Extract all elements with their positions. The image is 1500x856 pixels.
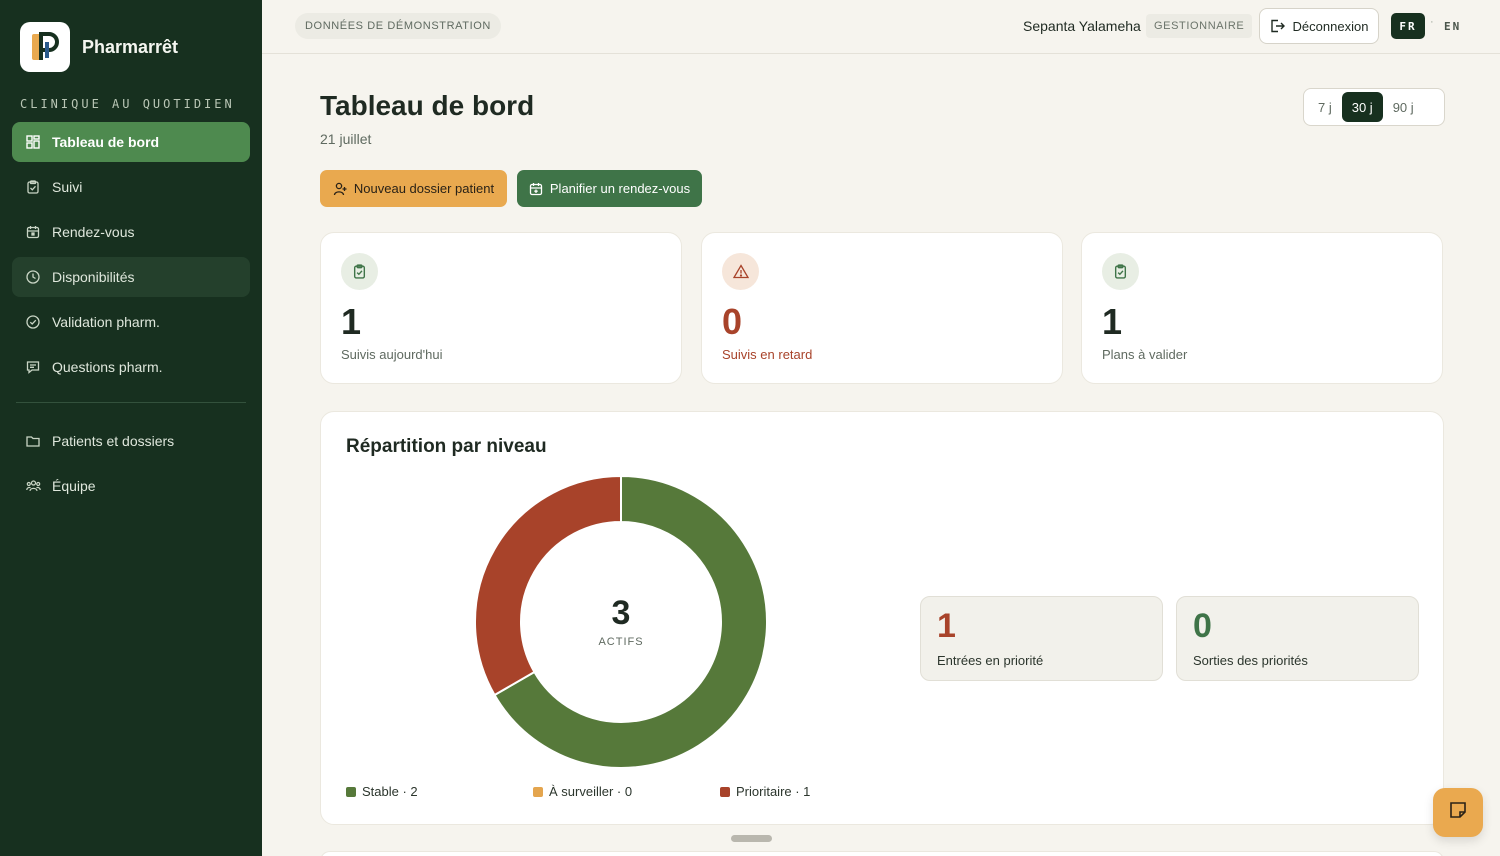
legend-label: Prioritaire · 1 — [736, 784, 811, 799]
sidebar-item-label: Rendez-vous — [52, 224, 135, 240]
donut-total: 3 — [611, 594, 631, 632]
logout-button[interactable]: Déconnexion — [1259, 8, 1379, 44]
logo-mark-icon — [32, 32, 59, 60]
next-panel-edge — [320, 851, 1444, 856]
sidebar-item-label: Patients et dossiers — [52, 433, 175, 449]
sidebar-section-label: CLINIQUE AU QUOTIDIEN — [20, 97, 235, 111]
sidebar-item-label: Questions pharm. — [52, 359, 163, 375]
legend-label: Stable · 2 — [362, 784, 418, 799]
clipboard-icon — [25, 179, 41, 195]
donut-svg — [474, 474, 768, 769]
schedule-appointment-button[interactable]: Planifier un rendez-vous — [517, 170, 702, 207]
message-icon — [25, 359, 41, 375]
stat-label: Suivis en retard — [722, 347, 813, 362]
schedule-appointment-label: Planifier un rendez-vous — [549, 181, 691, 196]
sidebar-item-patients[interactable]: Patients et dossiers — [12, 421, 250, 461]
scroll-indicator[interactable] — [731, 835, 772, 842]
sidebar-item-label: Suivi — [52, 179, 83, 195]
distribution-title: Répartition par niveau — [346, 436, 547, 457]
legend-swatch — [533, 786, 543, 797]
legend-priority: Prioritaire · 1 — [720, 784, 810, 799]
demo-data-badge: DONNÉES DE DÉMONSTRATION — [295, 13, 501, 39]
distribution-panel: Répartition par niveau 3 ACTIFS Stable ·… — [320, 411, 1444, 825]
sidebar-divider — [16, 402, 246, 403]
mini-label: Sorties des priorités — [1193, 653, 1308, 668]
lang-fr-button[interactable]: FR — [1391, 13, 1425, 39]
folder-icon — [25, 433, 41, 449]
stat-label: Plans à valider — [1102, 347, 1188, 362]
sidebar-item-label: Validation pharm. — [52, 314, 160, 330]
mini-label: Entrées en priorité — [937, 653, 1044, 668]
calendar-icon — [25, 224, 41, 240]
add-user-icon — [333, 182, 347, 196]
sidebar-nav: Tableau de bord Suivi Rendez-vous Dispon… — [12, 122, 250, 511]
stat-card-followups-today[interactable]: 1 Suivis aujourd'hui — [320, 232, 682, 384]
new-patient-label: Nouveau dossier patient — [353, 181, 495, 196]
legend-swatch — [346, 786, 356, 797]
logout-label: Déconnexion — [1292, 18, 1369, 34]
sidebar-item-rendez-vous[interactable]: Rendez-vous — [12, 212, 250, 252]
mini-value: 0 — [1193, 607, 1212, 645]
priority-exits-card[interactable]: 0 Sorties des priorités — [1176, 596, 1419, 681]
role-badge: GESTIONNAIRE — [1146, 14, 1253, 38]
stat-card-overdue[interactable]: 0 Suivis en retard — [701, 232, 1063, 384]
stat-card-plans-to-validate[interactable]: 1 Plans à valider — [1081, 232, 1443, 384]
logout-icon — [1270, 19, 1285, 33]
warning-icon — [722, 253, 759, 290]
donut-slice-stable[interactable] — [493, 474, 768, 769]
sidebar-item-label: Disponibilités — [52, 269, 135, 285]
stat-value: 1 — [1102, 301, 1123, 342]
range-90d-button[interactable]: 90 j — [1392, 99, 1414, 115]
sidebar: Pharmarrêt CLINIQUE AU QUOTIDIEN Tableau… — [0, 0, 262, 856]
notes-fab-button[interactable] — [1433, 788, 1483, 837]
stat-value: 1 — [341, 301, 362, 342]
dashboard-icon — [25, 134, 41, 150]
lang-en-button[interactable]: EN — [1444, 19, 1462, 33]
check-circle-icon — [25, 314, 41, 330]
mini-value: 1 — [937, 607, 956, 645]
app-logo — [20, 22, 70, 72]
sidebar-item-label: Équipe — [52, 478, 96, 494]
legend-label: À surveiller · 0 — [549, 784, 633, 799]
clipboard-check-icon — [341, 253, 378, 290]
range-selector: 7 j 30 j 90 j — [1303, 88, 1445, 126]
sidebar-item-disponibilites[interactable]: Disponibilités — [12, 257, 250, 297]
range-30d-button[interactable]: 30 j — [1341, 92, 1383, 122]
sidebar-item-validation[interactable]: Validation pharm. — [12, 302, 250, 342]
page-date: 21 juillet — [320, 131, 372, 147]
donut-center: 3 ACTIFS — [474, 475, 768, 769]
lang-separator: · — [1430, 16, 1434, 28]
sidebar-item-suivi[interactable]: Suivi — [12, 167, 250, 207]
new-patient-button[interactable]: Nouveau dossier patient — [320, 170, 507, 207]
sidebar-item-dashboard[interactable]: Tableau de bord — [12, 122, 250, 162]
priority-entries-card[interactable]: 1 Entrées en priorité — [920, 596, 1163, 681]
legend-swatch — [720, 786, 730, 797]
page-title: Tableau de bord — [320, 90, 535, 121]
stat-value: 0 — [722, 301, 743, 342]
sidebar-item-questions[interactable]: Questions pharm. — [12, 347, 250, 387]
clock-icon — [25, 269, 41, 285]
sidebar-item-equipe[interactable]: Équipe — [12, 466, 250, 506]
user-name: Sepanta Yalameha — [1023, 18, 1141, 34]
sidebar-item-label: Tableau de bord — [52, 134, 160, 150]
app-name: Pharmarrêt — [82, 36, 179, 57]
sticky-note-icon — [1448, 800, 1468, 825]
donut-chart: 3 ACTIFS — [474, 474, 768, 769]
legend-stable: Stable · 2 — [346, 784, 418, 799]
calendar-add-icon — [529, 182, 543, 196]
donut-total-label: ACTIFS — [598, 636, 644, 648]
donut-slice-prioritaire[interactable] — [474, 474, 622, 697]
legend-watch: À surveiller · 0 — [533, 784, 632, 799]
clipboard-check-icon — [1102, 253, 1139, 290]
team-icon — [25, 478, 41, 494]
brand[interactable]: Pharmarrêt — [20, 22, 178, 72]
topbar: DONNÉES DE DÉMONSTRATION Sepanta Yalameh… — [262, 0, 1500, 54]
stat-label: Suivis aujourd'hui — [341, 347, 443, 362]
range-7d-button[interactable]: 7 j — [1318, 99, 1332, 115]
